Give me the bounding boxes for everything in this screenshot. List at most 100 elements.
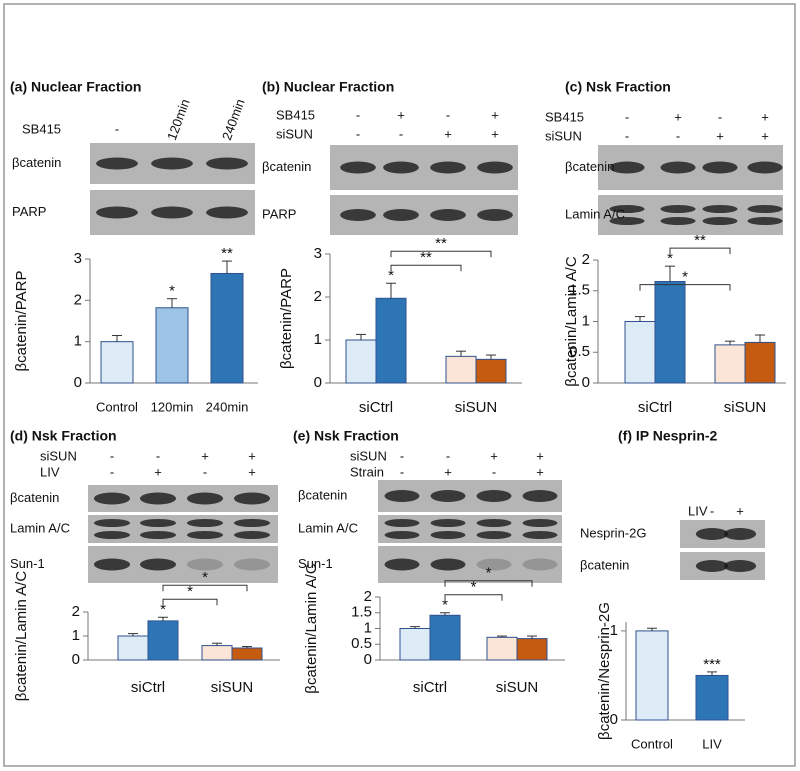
blot-band <box>695 560 729 572</box>
blot-band <box>522 490 558 502</box>
blot-band <box>186 519 224 527</box>
blot-band <box>723 560 757 572</box>
y-tick-label: 0.5 <box>351 635 372 652</box>
bar <box>147 620 179 661</box>
blot-band <box>609 205 645 213</box>
blot-label: βcatenin <box>262 159 311 174</box>
bar <box>231 647 263 661</box>
blot-band <box>186 558 224 571</box>
blot-label: Lamin A/C <box>565 206 625 221</box>
blot-band <box>660 205 696 213</box>
condition-label: 240min <box>219 97 248 142</box>
error-bar <box>527 635 537 639</box>
blot-label: βcatenin <box>580 557 629 572</box>
blot-band <box>139 531 177 539</box>
y-tick-label: 3 <box>74 250 82 267</box>
bracket <box>444 594 503 601</box>
blot-band <box>522 519 558 527</box>
blot-band <box>702 161 738 174</box>
y-tick-label: 1 <box>314 331 322 348</box>
blot-band <box>747 217 783 225</box>
blot-band <box>476 519 512 527</box>
error-bar <box>665 265 675 282</box>
error-bar <box>647 627 657 631</box>
condition-label: + <box>674 109 682 124</box>
condition-label: - <box>115 121 119 136</box>
bracket-label: * <box>471 579 477 596</box>
condition-label: - <box>399 126 403 141</box>
condition-label: - <box>400 464 404 479</box>
condition-label: + <box>397 107 405 122</box>
blot-band <box>430 161 466 174</box>
x-tick-label: siCtrl <box>359 399 393 416</box>
bracket <box>390 250 492 258</box>
significance: * <box>667 250 673 267</box>
blot-band <box>695 528 729 540</box>
blot-label: PARP <box>12 204 46 219</box>
y-tick-label: 2 <box>364 588 372 605</box>
bracket-label: ** <box>420 249 432 266</box>
panel-title: (d) Nsk Fraction <box>10 428 117 444</box>
blot-label: βcatenin <box>298 487 347 502</box>
blot-band <box>747 205 783 213</box>
condition-label: + <box>491 107 499 122</box>
condition-name: siSUN <box>545 128 582 143</box>
blot-band <box>522 531 558 539</box>
blot-band <box>383 209 419 221</box>
panel-title: (c) Nsk Fraction <box>565 79 671 95</box>
error-bar <box>456 350 466 357</box>
bar <box>445 355 477 384</box>
panel-title: (f) IP Nesprin-2 <box>618 428 718 444</box>
bracket-label: * <box>682 269 688 286</box>
blot-band <box>660 217 696 225</box>
condition-name: siSUN <box>276 126 313 141</box>
significance: * <box>442 597 448 614</box>
frame <box>3 3 796 767</box>
condition-label: - <box>710 503 714 518</box>
blot-band <box>383 161 419 174</box>
x-tick-label: 240min <box>206 399 249 414</box>
bar <box>345 339 377 384</box>
bracket <box>390 264 462 272</box>
bar <box>100 341 134 384</box>
bracket <box>639 284 731 291</box>
x-tick-label: siCtrl <box>413 679 447 696</box>
blot-band <box>430 209 466 221</box>
y-axis-label: βcatenin/PARP <box>13 271 30 372</box>
blot-band <box>151 206 193 219</box>
condition-name: SB415 <box>276 107 315 122</box>
bar <box>695 674 729 721</box>
condition-label: + <box>154 464 162 479</box>
condition-label: - <box>110 448 114 463</box>
blot-band <box>233 492 271 505</box>
blot-band <box>340 209 376 221</box>
y-tick-label: 0 <box>72 651 80 668</box>
x-tick-label: siCtrl <box>131 679 165 696</box>
blot-band <box>96 206 138 219</box>
bar <box>486 636 518 661</box>
blot-label: βcatenin <box>10 490 59 505</box>
blot-band <box>93 558 131 571</box>
blot-band <box>139 558 177 571</box>
x-tick-label: Control <box>96 399 138 414</box>
condition-label: + <box>716 128 724 143</box>
blot-band <box>93 492 131 505</box>
blot-band <box>430 490 466 502</box>
condition-label: - <box>625 128 629 143</box>
blot-band <box>609 217 645 225</box>
condition-label: + <box>248 448 256 463</box>
blot-band <box>93 519 131 527</box>
blot-band <box>522 558 558 571</box>
blot-band <box>430 519 466 527</box>
blot-label: Lamin A/C <box>10 520 70 535</box>
blot-band <box>151 157 193 170</box>
blot-band <box>139 492 177 505</box>
condition-name: siSUN <box>40 448 77 463</box>
panel-title: (b) Nuclear Fraction <box>262 79 394 95</box>
blot-band <box>476 531 512 539</box>
bar <box>624 321 656 384</box>
bar <box>375 297 407 384</box>
bar <box>714 344 746 384</box>
y-tick-label: 1 <box>74 333 82 350</box>
